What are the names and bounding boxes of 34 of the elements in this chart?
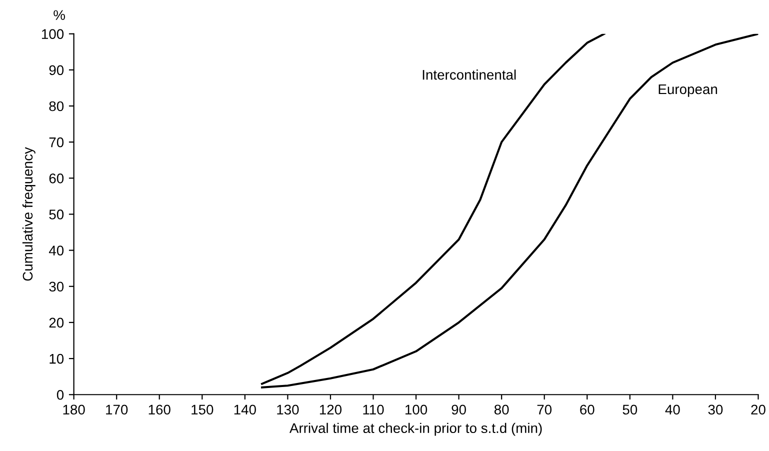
y-tick-label: 100 [42, 29, 64, 39]
x-tick-label: 20 [751, 404, 766, 415]
x-tick-label: 160 [148, 404, 170, 415]
x-tick-label: 120 [320, 404, 342, 415]
y-tick-label: 0 [56, 390, 64, 400]
y-tick-label: 30 [49, 282, 64, 292]
x-tick-label: 170 [106, 404, 128, 415]
x-tick-label: 140 [234, 404, 256, 415]
x-tick-label: 40 [665, 404, 680, 415]
x-tick-label: 150 [192, 404, 214, 415]
x-tick-label: 60 [580, 404, 594, 415]
y-tick-label: 60 [49, 173, 64, 184]
y-tick-label: 40 [48, 246, 64, 256]
x-tick-label: 80 [494, 404, 509, 415]
x-tick-label: 50 [622, 404, 638, 415]
line-series [260, 34, 758, 388]
y-tick-label: 10 [50, 354, 64, 364]
x-tick-label: 130 [277, 404, 299, 415]
series-label: Intercontinental [422, 70, 516, 80]
series-label: European [658, 84, 718, 97]
text: % [54, 10, 65, 20]
x-tick-label: 70 [537, 404, 552, 415]
x-tick-label: 180 [63, 404, 85, 415]
x-tick-label: 30 [708, 404, 723, 415]
y-tick-label: 20 [49, 318, 64, 328]
y-axis-title: Cumulative frequency [22, 147, 36, 281]
y-tick-label: 80 [49, 101, 64, 112]
x-tick-label: 110 [363, 404, 384, 415]
y-tick-label: 90 [49, 65, 64, 76]
x-axis-title: Arrival time at check-in prior to s.t.d (min) [289, 422, 542, 436]
x-tick-label: 100 [406, 404, 428, 415]
x-tick-label: 90 [452, 404, 466, 415]
y-tick-label: 50 [49, 210, 64, 220]
y-tick-label: 70 [49, 137, 64, 148]
